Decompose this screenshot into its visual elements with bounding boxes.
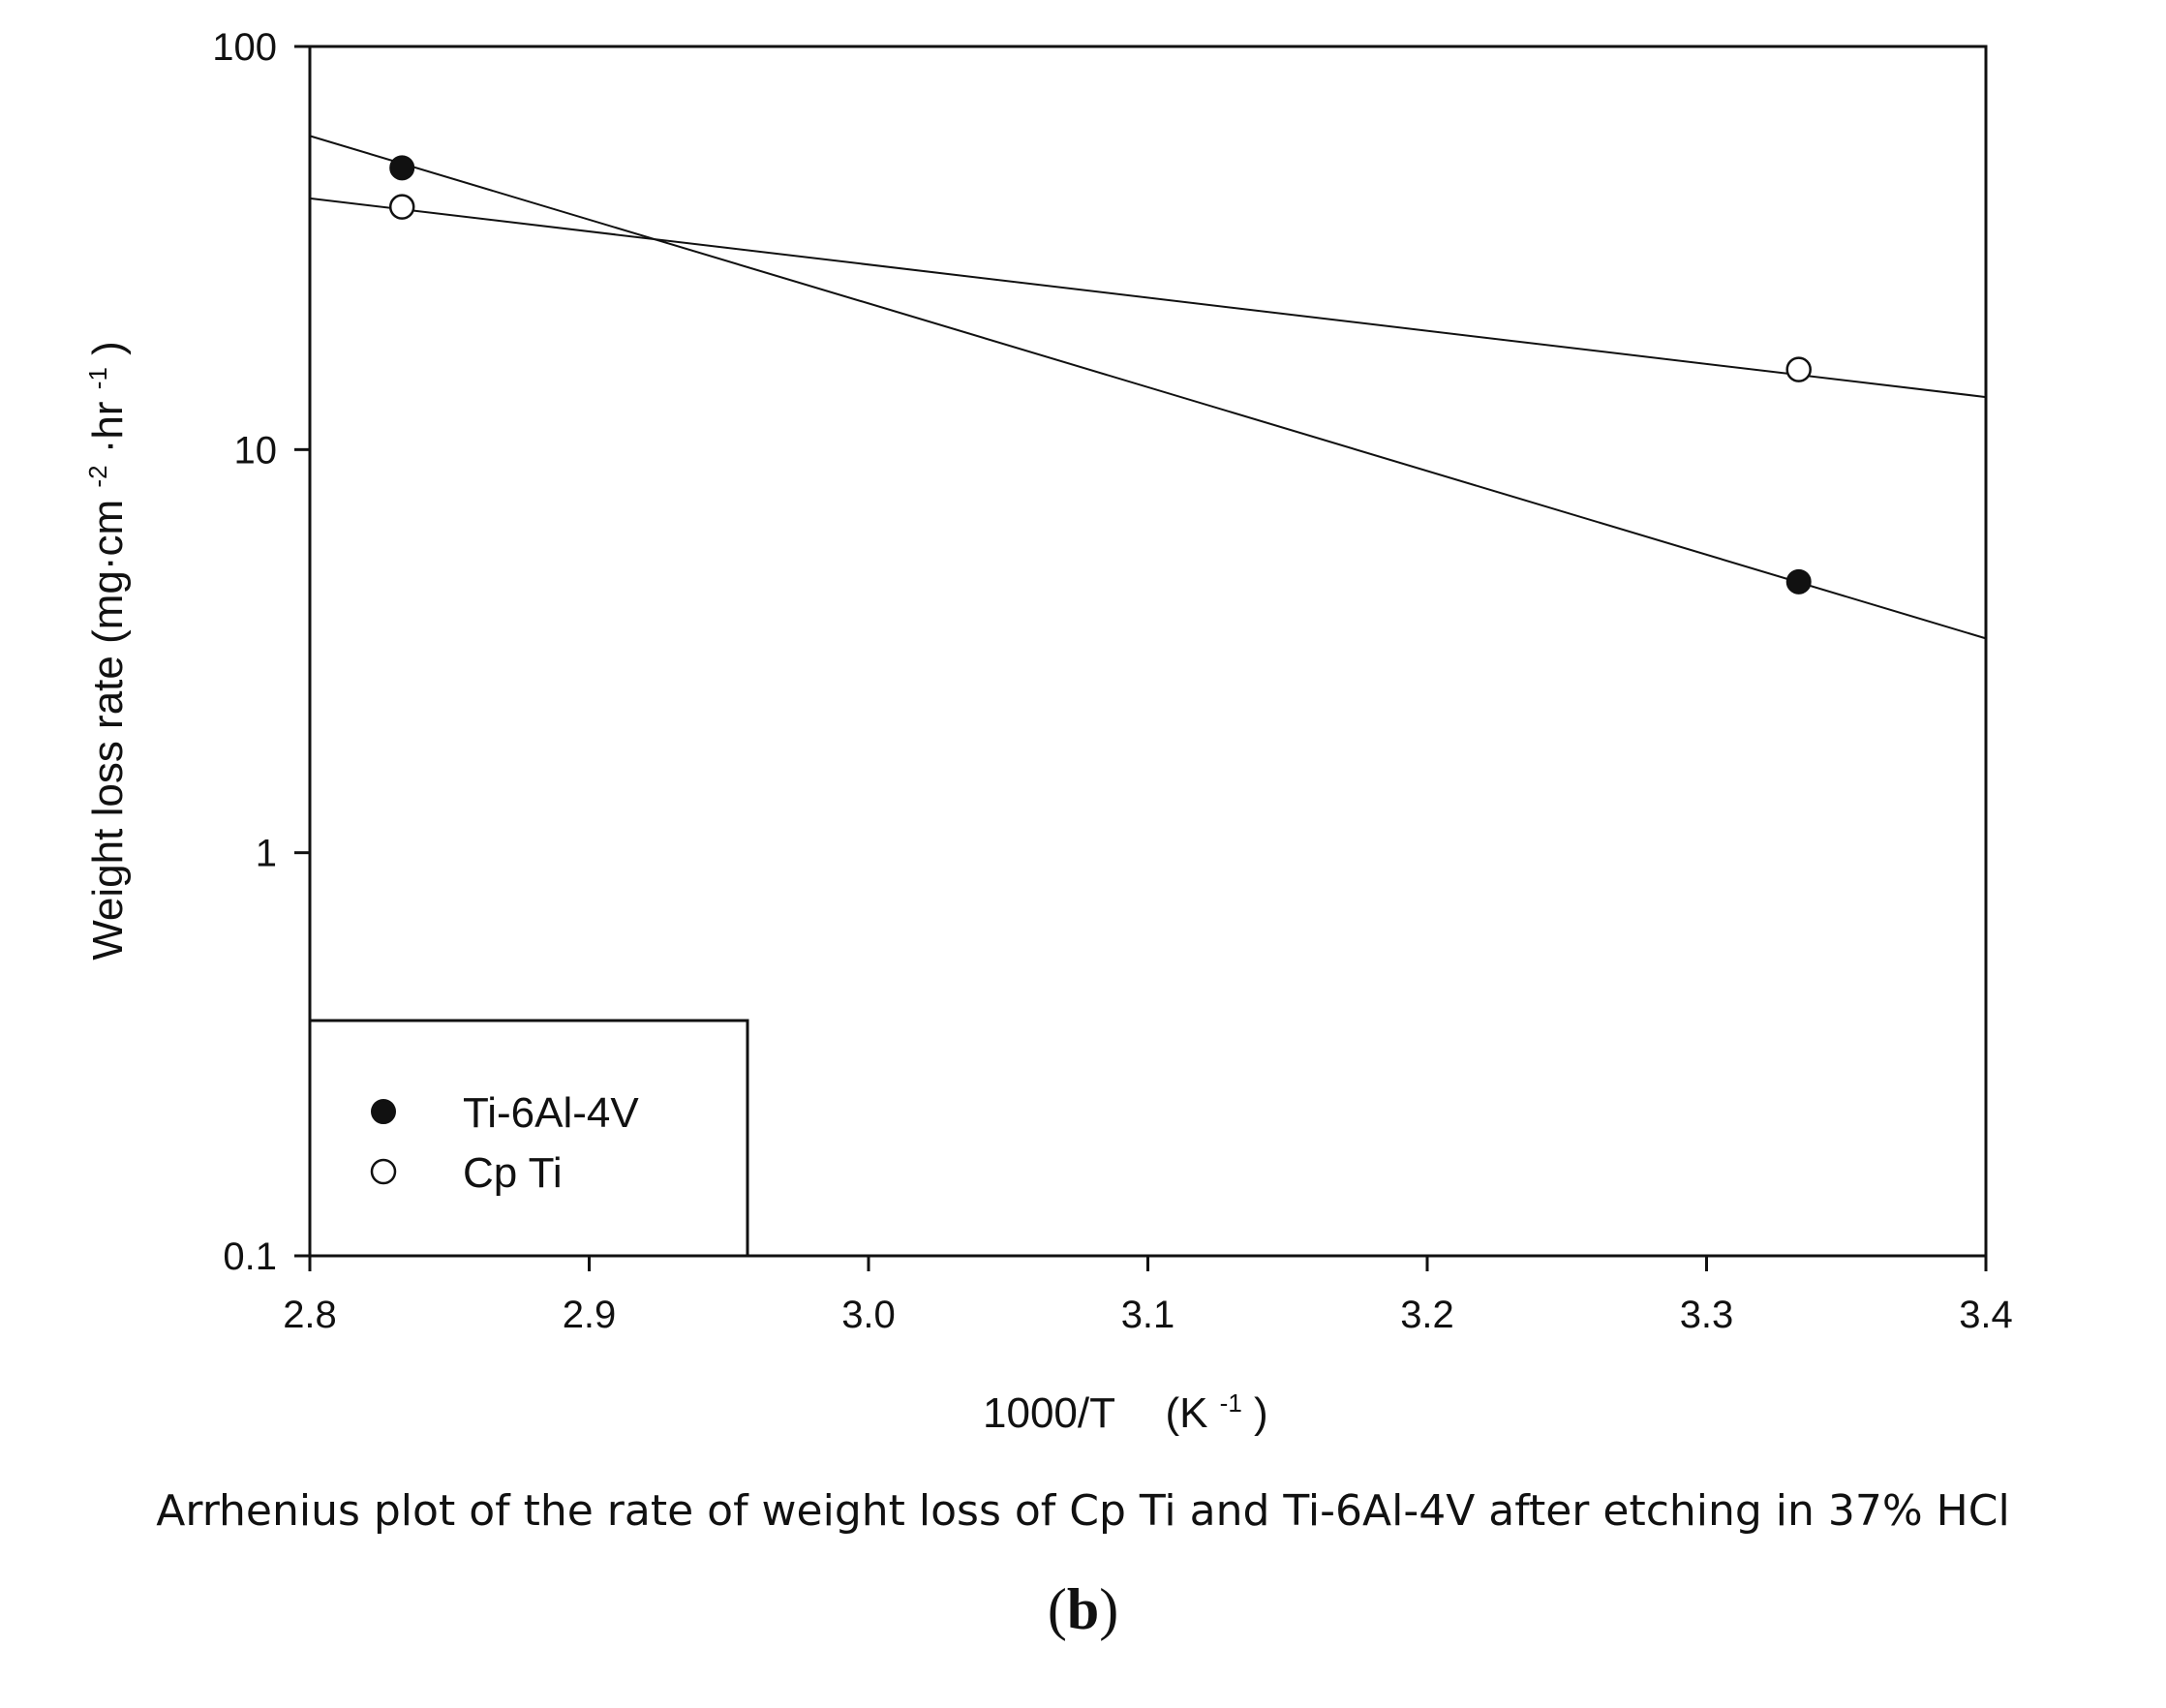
panel-label: (b)	[0, 1576, 2166, 1643]
y-axis-title-sup-2: -1	[83, 367, 112, 389]
panel-label-close: )	[1099, 1577, 1119, 1641]
x-axis-ticks: 2.8 2.9 3.0 3.1 3.2 3.3 3.4	[283, 1256, 2013, 1336]
x-tick-label: 3.4	[1959, 1294, 2013, 1336]
y-axis-title-part-3: )	[84, 341, 132, 355]
y-axis-title-sup-1: -2	[83, 465, 112, 487]
x-axis-title-unit-sup: -1	[1220, 1388, 1242, 1418]
y-axis-ticks: 0.1 1 10 100	[212, 26, 310, 1278]
legend-marker-cpti	[370, 1158, 397, 1185]
data-point-ti-6al-4v	[389, 155, 415, 181]
legend-label-cpti: Cp Ti	[463, 1149, 563, 1197]
y-tick-label: 100	[212, 26, 277, 69]
x-tick-label: 3.1	[1121, 1294, 1175, 1336]
data-point-cp-ti	[388, 194, 415, 220]
legend-marker-ti6al4v	[371, 1099, 396, 1124]
x-tick-label: 2.8	[283, 1294, 337, 1336]
x-tick-label: 2.9	[563, 1294, 617, 1336]
arrhenius-chart: 2.8 2.9 3.0 3.1 3.2 3.3 3.4 0.1 1 10 100 Ti-6Al-4…	[69, 26, 2013, 1437]
panel-label-letter: b	[1066, 1577, 1100, 1641]
y-axis-title-part-2: ·hr	[84, 401, 132, 453]
x-tick-label: 3.0	[841, 1294, 896, 1336]
x-axis-title-unit-close: )	[1254, 1389, 1268, 1437]
series-layer	[309, 135, 1987, 640]
data-point-ti-6al-4v	[1785, 568, 1812, 595]
y-tick-label: 10	[234, 429, 278, 472]
legend: Ti-6Al-4V Cp Ti	[308, 1019, 749, 1258]
fit-line-cp-ti	[309, 197, 1987, 399]
x-axis-title-unit: (K	[1165, 1389, 1207, 1437]
x-axis-title: 1000/T (K -1 )	[983, 1374, 1268, 1437]
legend-box	[308, 1019, 749, 1258]
x-tick-label: 3.3	[1680, 1294, 1734, 1336]
y-tick-label: 0.1	[223, 1235, 277, 1278]
figure-caption: Arrhenius plot of the rate of weight los…	[156, 1486, 2010, 1536]
data-point-cp-ti	[1785, 356, 1812, 382]
x-axis-title-main: 1000/T	[983, 1389, 1114, 1437]
x-tick-label: 3.2	[1400, 1294, 1454, 1336]
panel-label-open: (	[1047, 1577, 1067, 1641]
fit-line-ti-6al-4v	[309, 135, 1987, 640]
y-axis-title-part-1: Weight loss rate (mg·cm	[84, 500, 132, 961]
y-axis-title: Weight loss rate (mg·cm -2 ·hr -1 )	[69, 341, 132, 961]
legend-label-ti6al4v: Ti-6Al-4V	[463, 1089, 639, 1137]
y-tick-label: 1	[256, 833, 277, 875]
